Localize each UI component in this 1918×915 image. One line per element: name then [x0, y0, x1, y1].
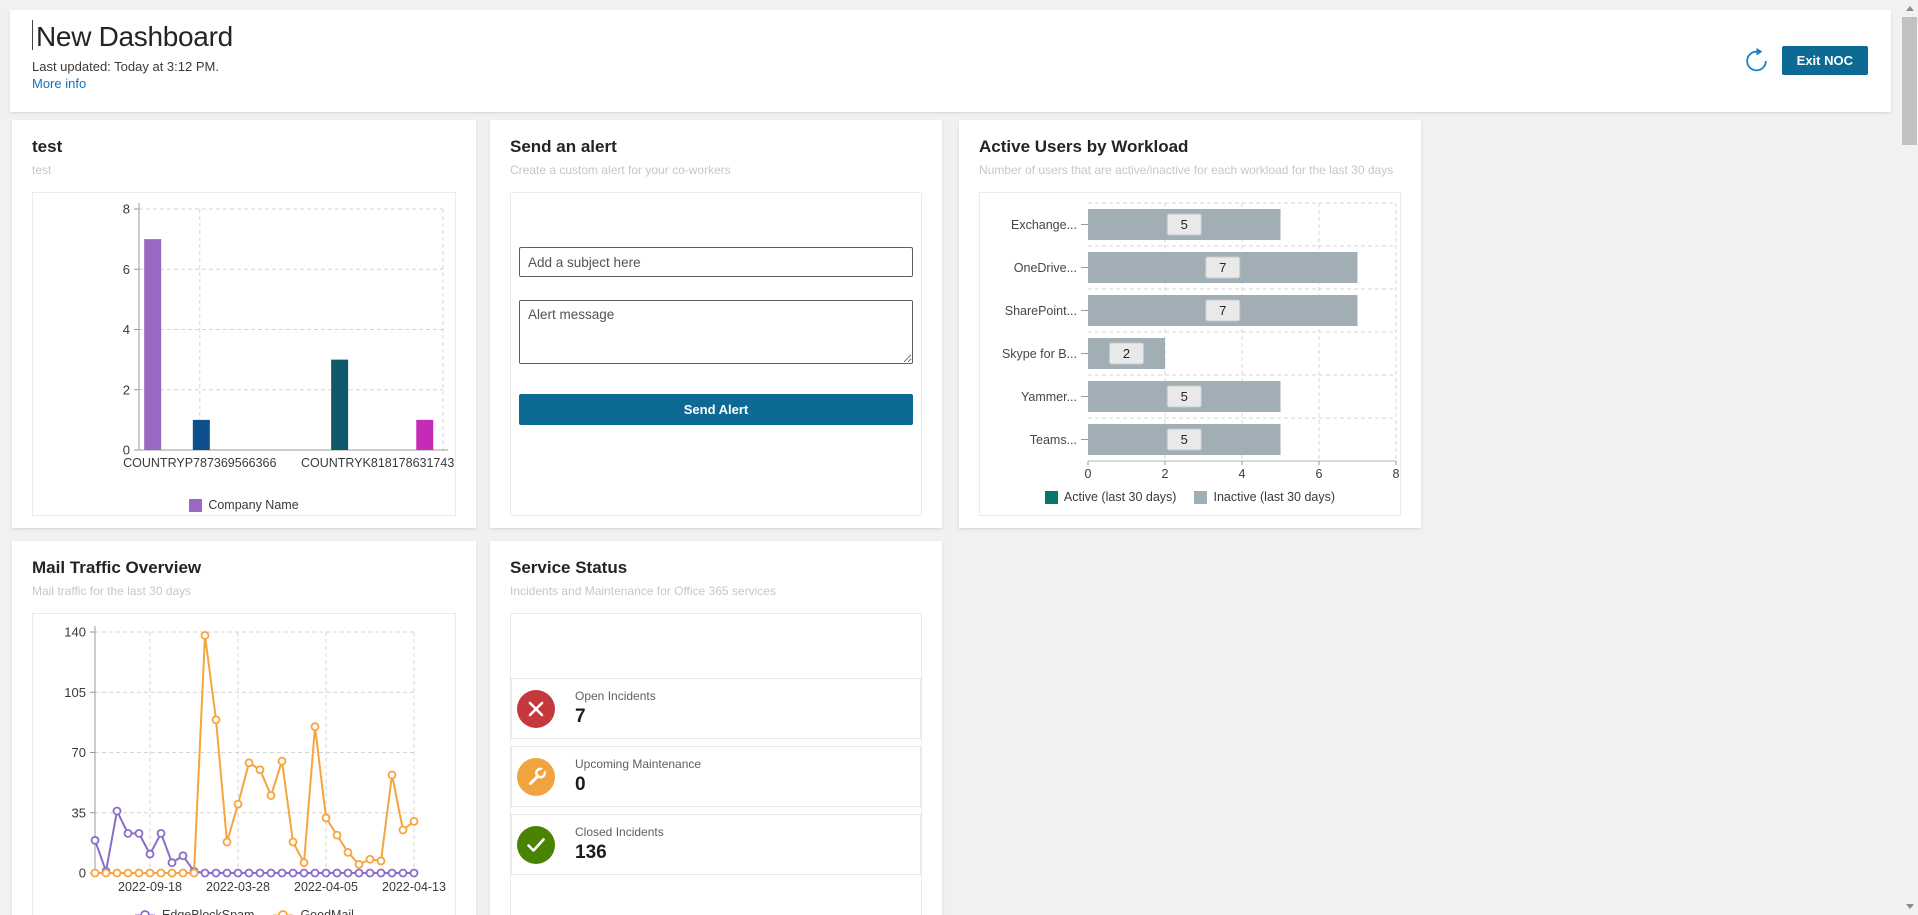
- card-active-users-subtitle: Number of users that are active/inactive…: [979, 163, 1394, 177]
- card-send-alert-subtitle: Create a custom alert for your co-worker…: [510, 163, 731, 177]
- svg-text:7: 7: [1219, 260, 1226, 275]
- chevron-down-icon: [1905, 904, 1914, 909]
- card-test: test test 0 2 4 6 8 COUNTRYP787369566366 COUNT…: [12, 120, 476, 528]
- card-service-status: Service Status Incidents and Maintenance…: [490, 541, 942, 915]
- svg-text:4: 4: [123, 322, 130, 337]
- upcoming-maintenance-label: Upcoming Maintenance: [575, 757, 702, 771]
- svg-text:0: 0: [123, 443, 130, 458]
- svg-text:2022-04-05: 2022-04-05: [294, 880, 358, 894]
- status-row-open-incidents: Open Incidents 7: [511, 678, 921, 739]
- svg-text:70: 70: [72, 745, 86, 760]
- text-caret: [32, 20, 33, 50]
- header-actions: Exit NOC: [1743, 46, 1868, 75]
- mail-traffic-line-chart: 0 35 70 105 140 2022-09-18 2022-03-28 2022-04-0…: [33, 614, 455, 904]
- svg-text:8: 8: [123, 202, 130, 217]
- refresh-icon[interactable]: [1743, 47, 1770, 74]
- card-service-status-title: Service Status: [510, 558, 628, 577]
- mail-traffic-chart-panel: 0 35 70 105 140 2022-09-18 2022-03-28 2022-04-0…: [32, 613, 456, 915]
- svg-text:2: 2: [123, 382, 130, 397]
- chevron-up-icon: [1905, 6, 1914, 11]
- svg-text:COUNTRYK818178631743: COUNTRYK818178631743: [301, 456, 454, 470]
- dashboard-header: New Dashboard Last updated: Today at 3:1…: [10, 10, 1891, 112]
- svg-text:Yammer...: Yammer...: [1021, 390, 1077, 404]
- active-users-bar-chart: 0 2 4 6 8 Exchange... 5 OneDrive... 7 SharePoint.…: [980, 193, 1400, 486]
- svg-text:SharePoint...: SharePoint...: [1005, 304, 1077, 318]
- svg-text:2: 2: [1162, 467, 1169, 481]
- card-mail-traffic: Mail Traffic Overview Mail traffic for t…: [12, 541, 476, 915]
- x-circle-icon: [517, 689, 555, 728]
- alert-message-textarea[interactable]: [519, 300, 913, 364]
- svg-text:OneDrive...: OneDrive...: [1014, 261, 1077, 275]
- closed-incidents-value: 136: [575, 842, 607, 863]
- noc-dashboard-page: New Dashboard Last updated: Today at 3:1…: [10, 10, 1891, 915]
- svg-text:5: 5: [1181, 389, 1188, 404]
- svg-text:2022-04-13: 2022-04-13: [382, 880, 446, 894]
- scrollbar-up-button[interactable]: [1901, 0, 1918, 17]
- svg-text:2022-03-28: 2022-03-28: [206, 880, 270, 894]
- page-title[interactable]: New Dashboard: [32, 20, 1891, 54]
- card-mail-traffic-title: Mail Traffic Overview: [32, 558, 202, 577]
- card-send-alert: Send an alert Create a custom alert for …: [490, 120, 942, 528]
- status-row-upcoming-maintenance: Upcoming Maintenance 0: [511, 746, 921, 807]
- vertical-scrollbar[interactable]: [1901, 0, 1918, 915]
- svg-text:5: 5: [1181, 217, 1188, 232]
- active-users-chart-legend: Active (last 30 days) Inactive (last 30 d…: [980, 490, 1400, 504]
- status-row-closed-incidents: Closed Incidents 136: [511, 814, 921, 875]
- wrench-circle-icon: [517, 757, 555, 796]
- svg-text:140: 140: [64, 625, 86, 640]
- svg-text:7: 7: [1219, 303, 1226, 318]
- svg-text:0: 0: [1085, 467, 1092, 481]
- active-users-chart-panel: 0 2 4 6 8 Exchange... 5 OneDrive... 7 SharePoint.…: [979, 192, 1401, 516]
- svg-text:4: 4: [1239, 467, 1246, 481]
- svg-text:5: 5: [1181, 432, 1188, 447]
- svg-text:Teams...: Teams...: [1030, 433, 1077, 447]
- more-info-link[interactable]: More info: [32, 76, 87, 91]
- card-send-alert-title: Send an alert: [510, 137, 617, 156]
- upcoming-maintenance-value: 0: [575, 774, 586, 795]
- scrollbar-thumb[interactable]: [1902, 17, 1917, 145]
- mail-traffic-chart-legend: EdgeBlockSpam GoodMail: [33, 908, 455, 915]
- svg-text:Skype for B...: Skype for B...: [1002, 347, 1077, 361]
- check-circle-icon: [517, 825, 555, 864]
- svg-text:COUNTRYP787369566366: COUNTRYP787369566366: [123, 456, 276, 470]
- svg-text:105: 105: [64, 685, 86, 700]
- svg-text:2: 2: [1123, 346, 1130, 361]
- test-bar-chart: 0 2 4 6 8 COUNTRYP787369566366 COUNTRYK8181786…: [33, 193, 455, 494]
- open-incidents-label: Open Incidents: [575, 689, 656, 703]
- closed-incidents-label: Closed Incidents: [575, 825, 664, 839]
- card-test-title: test: [32, 137, 63, 156]
- card-active-users-title: Active Users by Workload: [979, 137, 1189, 156]
- alert-subject-input[interactable]: [519, 247, 913, 277]
- svg-text:0: 0: [79, 866, 86, 881]
- svg-text:8: 8: [1393, 467, 1400, 481]
- svg-text:2022-09-18: 2022-09-18: [118, 880, 182, 894]
- scrollbar-down-button[interactable]: [1901, 898, 1918, 915]
- svg-text:6: 6: [1316, 467, 1323, 481]
- test-chart-legend: Company Name: [33, 498, 455, 512]
- card-service-status-subtitle: Incidents and Maintenance for Office 365…: [510, 584, 776, 598]
- card-mail-traffic-subtitle: Mail traffic for the last 30 days: [32, 584, 192, 598]
- card-test-subtitle: test: [32, 163, 52, 177]
- page-title-text: New Dashboard: [36, 21, 233, 52]
- open-incidents-value: 7: [575, 706, 586, 727]
- send-alert-form: Send Alert: [510, 192, 922, 516]
- svg-text:Exchange...: Exchange...: [1011, 218, 1077, 232]
- svg-text:6: 6: [123, 262, 130, 277]
- service-status-list: Open Incidents 7 Upcoming Maintenance 0: [510, 613, 922, 915]
- card-active-users: Active Users by Workload Number of users…: [959, 120, 1421, 528]
- send-alert-button[interactable]: Send Alert: [519, 394, 913, 425]
- exit-noc-button[interactable]: Exit NOC: [1781, 46, 1868, 75]
- last-updated-text: Last updated: Today at 3:12 PM.: [32, 59, 219, 74]
- test-chart-panel: 0 2 4 6 8 COUNTRYP787369566366 COUNTRYK8181786…: [32, 192, 456, 516]
- svg-text:35: 35: [72, 805, 86, 820]
